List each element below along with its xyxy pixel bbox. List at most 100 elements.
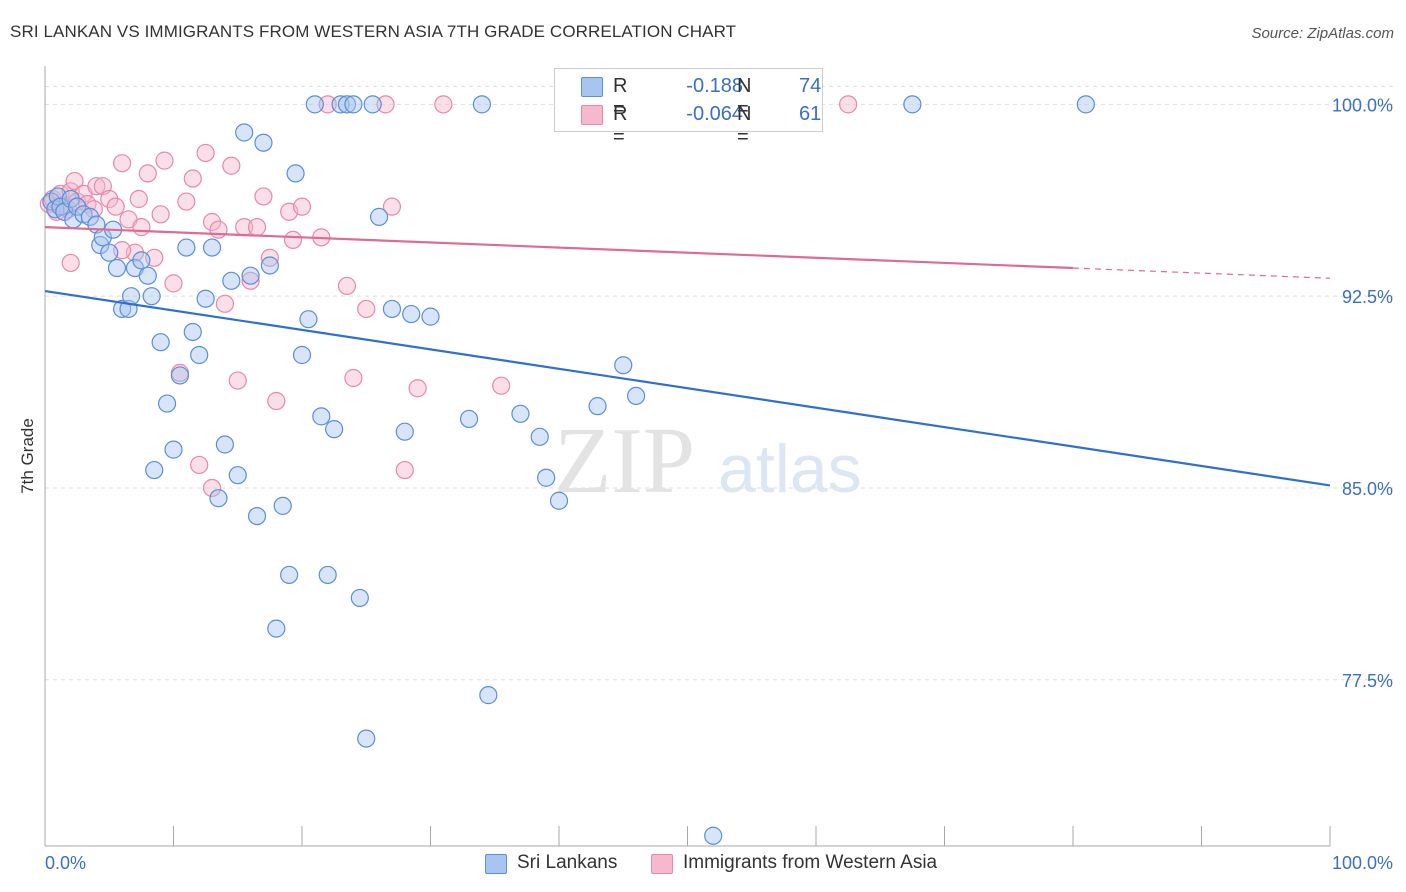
data-point	[202, 478, 222, 498]
watermark: ZIP atlas	[554, 409, 862, 513]
data-point	[280, 565, 299, 585]
chart-title: SRI LANKAN VS IMMIGRANTS FROM WESTERN AS…	[10, 22, 737, 41]
data-point	[312, 407, 331, 426]
data-point	[344, 368, 363, 388]
data-point	[247, 506, 267, 526]
y-tick-label: 92.5%	[1342, 287, 1393, 307]
data-point	[382, 299, 402, 319]
source-label: Source: ZipAtlas.com	[1251, 25, 1394, 42]
data-point	[549, 491, 569, 510]
data-point	[87, 177, 106, 196]
data-point	[305, 95, 324, 114]
data-point	[283, 230, 303, 250]
trend-line-sri-lankans	[44, 289, 1331, 487]
data-point	[202, 238, 222, 257]
legend-n-label: N =	[737, 103, 752, 148]
data-point	[112, 299, 132, 319]
legend-n-label: N =	[737, 75, 752, 120]
data-point	[614, 356, 633, 375]
data-point	[65, 171, 84, 191]
data-point	[196, 289, 215, 308]
data-point	[222, 156, 241, 175]
data-point	[132, 251, 151, 270]
data-point	[129, 189, 148, 209]
data-point	[292, 345, 312, 365]
data-point	[164, 274, 183, 293]
data-point	[267, 391, 286, 411]
legend-r-value: -0.188	[686, 75, 743, 97]
watermark-atlas: atlas	[718, 431, 862, 507]
data-point	[106, 197, 125, 216]
data-point	[408, 379, 427, 398]
data-point	[434, 95, 453, 114]
data-point	[190, 345, 209, 365]
data-point	[337, 95, 357, 114]
data-point	[267, 619, 286, 638]
data-point	[151, 333, 170, 352]
data-point	[241, 271, 260, 290]
legend-label-sri-lankans: Sri Lankans	[517, 852, 618, 873]
data-point	[190, 455, 209, 475]
legend-swatch-blue	[485, 854, 507, 874]
data-point	[299, 310, 318, 329]
data-point	[337, 276, 357, 296]
data-point	[395, 460, 414, 480]
x-tick-label: 100.0%	[1332, 853, 1393, 873]
y-tick-label: 100.0%	[1332, 95, 1393, 115]
trend-line-immigrants-extension	[1072, 267, 1331, 279]
data-point	[331, 95, 350, 114]
legend-swatch-pink	[651, 854, 673, 874]
tick-labels: 77.5% 85.0% 92.5% 100.0% 0.0% 100.0%	[45, 95, 1393, 873]
data-point	[177, 192, 196, 211]
stats-legend: R = -0.188 N = 74 R = -0.064 N = 61	[554, 68, 823, 148]
series-immigrants-western-asia	[39, 95, 858, 498]
y-tick-label: 85.0%	[1342, 479, 1393, 499]
data-point	[459, 409, 479, 429]
legend-swatch-blue	[581, 77, 603, 97]
data-point	[376, 95, 395, 114]
data-point	[357, 299, 376, 319]
data-point	[215, 435, 234, 454]
data-point	[155, 151, 174, 170]
data-point	[145, 460, 164, 480]
data-point	[903, 95, 922, 114]
data-point	[292, 197, 312, 216]
data-point	[247, 218, 267, 237]
data-point	[530, 427, 549, 446]
data-point	[318, 565, 337, 585]
data-point	[228, 371, 247, 390]
data-point	[170, 366, 190, 385]
data-point	[511, 404, 530, 423]
legend-n-value: 74	[799, 75, 822, 97]
data-point	[107, 258, 127, 278]
data-point	[183, 322, 202, 342]
data-point	[157, 394, 177, 413]
gridlines	[45, 85, 1395, 681]
data-point	[382, 197, 402, 216]
data-point	[472, 95, 491, 114]
data-point	[100, 243, 119, 262]
data-point	[479, 686, 498, 705]
data-point	[286, 164, 305, 183]
trend-lines	[44, 226, 1331, 487]
series-sri-lankans	[42, 95, 1095, 845]
data-point	[209, 489, 228, 508]
data-point	[235, 123, 254, 142]
data-point	[138, 266, 157, 285]
data-point	[138, 164, 157, 183]
legend-label-immigrants: Immigrants from Western Asia	[683, 852, 938, 873]
y-axis-label: 7th Grade	[18, 418, 37, 494]
data-point	[357, 729, 376, 748]
data-point	[492, 376, 511, 395]
data-point	[363, 95, 382, 114]
data-point	[318, 95, 337, 114]
data-point	[704, 826, 723, 845]
data-point	[370, 207, 389, 226]
data-point	[260, 248, 279, 267]
data-point	[177, 238, 196, 257]
data-point	[132, 218, 151, 237]
data-point	[626, 386, 646, 406]
data-point	[344, 95, 363, 114]
data-point	[273, 496, 292, 515]
legend-n-value: 61	[799, 103, 822, 125]
